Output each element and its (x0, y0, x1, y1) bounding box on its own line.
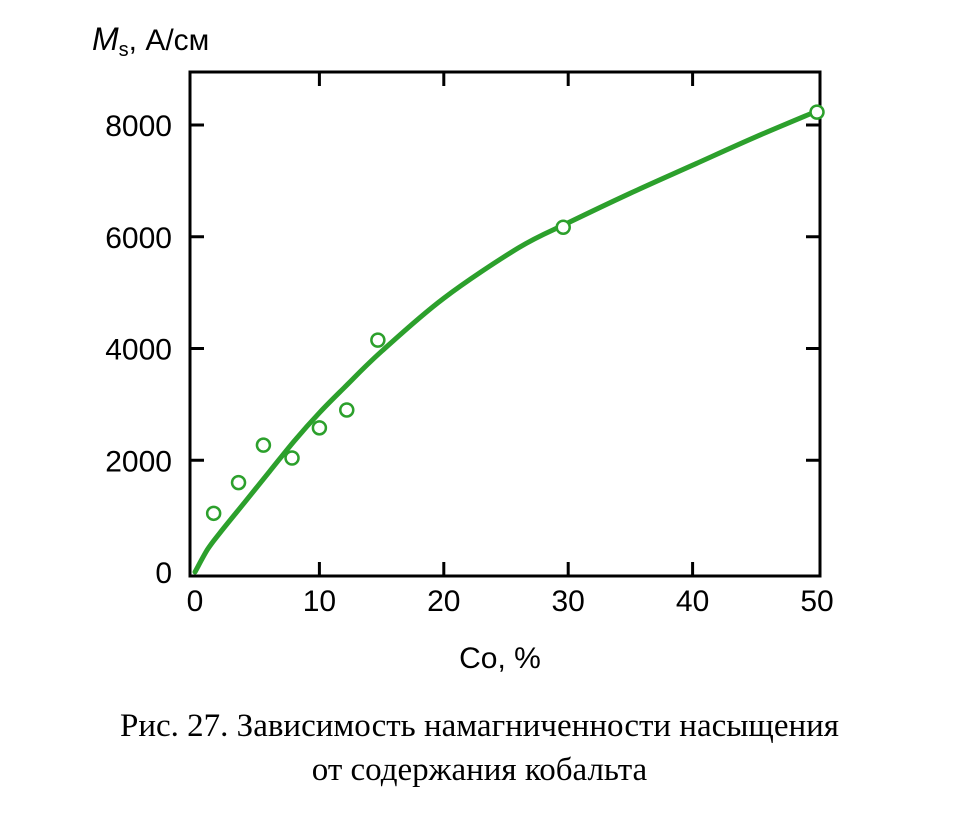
fit-curve (192, 108, 820, 575)
y-tick-label: 0 (155, 557, 172, 590)
data-points (205, 104, 825, 522)
x-tick-label: 30 (552, 585, 585, 618)
y-tick-label: 2000 (105, 445, 172, 478)
y-axis-symbol: M (92, 21, 119, 57)
x-tick-label: 20 (427, 585, 460, 618)
x-tick-label: 10 (303, 585, 336, 618)
tick-labels: 0 10 20 30 40 50 0 2000 4000 6000 8000 (105, 110, 833, 618)
x-tick-label: 0 (187, 585, 204, 618)
y-tick-label: 8000 (105, 110, 172, 143)
data-point (555, 219, 571, 236)
data-point (255, 437, 272, 453)
x-axis-title: Co, % (459, 642, 541, 675)
data-point (339, 402, 355, 418)
x-tick-label: 50 (800, 585, 833, 618)
data-point (284, 450, 300, 466)
y-tick-label: 6000 (105, 222, 172, 255)
caption-line-2: от содержания кобальта (311, 752, 648, 788)
y-axis-unit: , А/см (129, 24, 210, 57)
y-axis-title: Ms, А/см (92, 21, 209, 61)
x-tick-label: 40 (676, 585, 709, 618)
ticks (190, 72, 820, 576)
y-tick-label: 4000 (105, 334, 172, 367)
figure-caption: Рис. 27. Зависимость намагниченности нас… (0, 704, 959, 792)
data-point (311, 420, 328, 436)
data-point (809, 104, 825, 120)
data-point (205, 505, 222, 522)
data-point (230, 474, 247, 491)
data-point (370, 332, 386, 348)
chart: 0 10 20 30 40 50 0 2000 4000 6000 8000 Co, % Ms, А… (92, 21, 834, 675)
y-axis-subscript: s (119, 39, 129, 61)
plot-frame (188, 70, 822, 578)
caption-line-1: Рис. 27. Зависимость намагниченности нас… (120, 708, 839, 744)
